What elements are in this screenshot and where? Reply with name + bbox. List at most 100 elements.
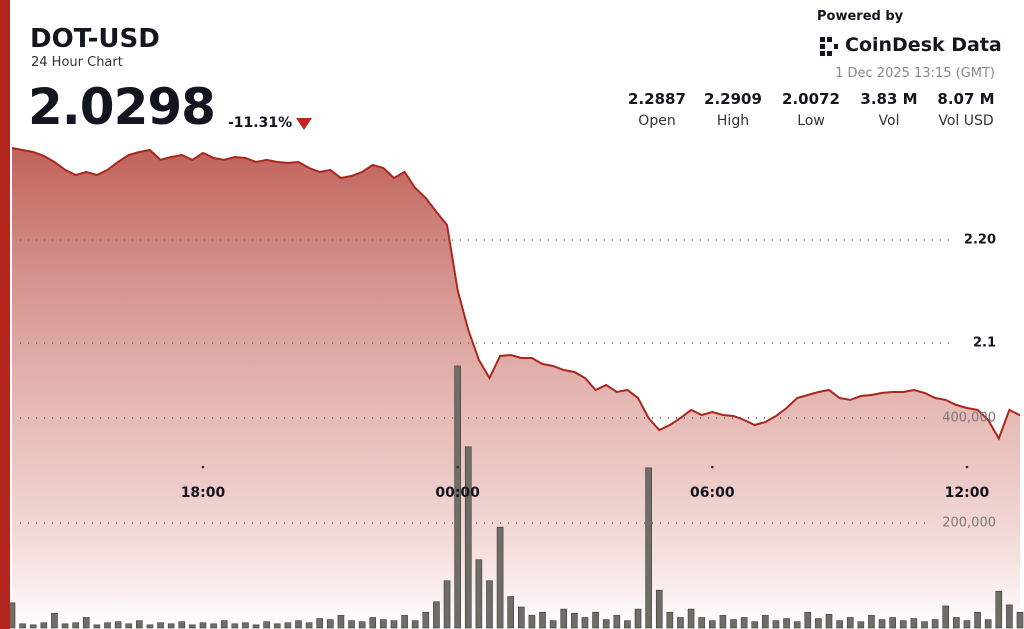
volume-bar xyxy=(72,622,79,629)
volume-bar xyxy=(114,621,122,629)
volume-bar xyxy=(29,624,37,629)
stat-value: 2.2909 xyxy=(704,90,762,108)
volume-bar xyxy=(82,617,90,629)
volume-bar xyxy=(1006,604,1013,629)
brand: CoinDesk Data xyxy=(845,34,1002,56)
volume-bar xyxy=(422,611,430,629)
stat-label: Vol xyxy=(878,113,900,129)
volume-bar xyxy=(401,615,408,629)
volume-bar xyxy=(93,624,101,629)
brand-logo xyxy=(820,37,838,56)
title: DOT-USD xyxy=(30,24,160,54)
stat-label: High xyxy=(716,113,750,129)
volume-bar xyxy=(571,612,578,629)
x-tick-label: 00:00 xyxy=(435,485,480,501)
volume-bar xyxy=(40,622,48,629)
volume-bar xyxy=(592,611,599,629)
volume-bar xyxy=(602,619,610,629)
volume-bar xyxy=(51,612,58,629)
volume-bar xyxy=(178,621,186,629)
volume-bar xyxy=(666,611,674,629)
volume-bar xyxy=(857,621,865,629)
x-tick-mark xyxy=(965,465,969,469)
volume-bar xyxy=(762,615,769,629)
x-tick-label: 06:00 xyxy=(690,485,735,501)
volume-bar xyxy=(136,620,143,629)
volume-bar xyxy=(380,619,387,629)
x-tick-mark xyxy=(456,465,459,469)
volume-bar xyxy=(189,624,196,629)
volume-bar xyxy=(751,621,759,629)
volume-bar xyxy=(655,589,663,629)
volume-bar xyxy=(613,615,621,629)
volume-bar xyxy=(921,621,928,629)
volume-bar xyxy=(454,365,461,629)
stat: 2.2909 High xyxy=(688,90,778,129)
volume-bar xyxy=(836,620,843,629)
volume-bar xyxy=(210,623,217,629)
volume-bar xyxy=(549,620,557,629)
volume-bar xyxy=(337,615,345,629)
volume-bar xyxy=(539,611,546,629)
volume-bar xyxy=(146,624,154,629)
volume-bar xyxy=(974,611,981,629)
price: 2.0298 xyxy=(28,78,216,136)
volume-bar xyxy=(910,618,918,629)
volume-bar xyxy=(687,608,695,629)
volume-bar xyxy=(316,618,324,629)
volume-bar xyxy=(730,619,737,629)
volume-bar xyxy=(889,617,896,629)
volume-bar xyxy=(475,559,483,629)
volume-bar xyxy=(624,620,631,629)
x-tick-label: 12:00 xyxy=(945,485,990,501)
volume-bar xyxy=(295,620,302,629)
volume-bar xyxy=(698,617,705,629)
stat-label: Vol USD xyxy=(938,113,994,129)
volume-bar xyxy=(358,621,366,629)
volume-bar xyxy=(167,623,175,629)
volume-bar xyxy=(931,619,939,629)
price-line xyxy=(11,147,1021,441)
volume-bar xyxy=(677,617,684,629)
timestamp: 1 Dec 2025 13:15 (GMT) xyxy=(835,66,995,81)
volume-bar xyxy=(199,622,207,629)
volume-bar xyxy=(464,446,472,629)
volume-bar xyxy=(953,617,960,629)
volume-bar xyxy=(942,605,950,629)
y-tick-label: 2.20 xyxy=(964,232,996,247)
volume-bar xyxy=(634,608,642,629)
volume-bar xyxy=(878,619,886,629)
volume-bar xyxy=(231,623,239,629)
volume-bar xyxy=(804,611,812,629)
volume-bar xyxy=(899,620,907,629)
volume-bar xyxy=(284,622,292,629)
volume-bar xyxy=(518,606,525,629)
volume-bar xyxy=(708,620,716,629)
volume-bar xyxy=(486,580,493,629)
stat-label: Open xyxy=(638,113,676,129)
volume-bar xyxy=(157,622,164,629)
volume-bar xyxy=(104,622,111,629)
volume-bar xyxy=(560,608,568,629)
volume-bar xyxy=(793,621,801,629)
volume-bar xyxy=(581,617,589,629)
y-tick-label: 2.1 xyxy=(973,335,996,350)
volume-bar xyxy=(783,618,790,629)
volume-bar xyxy=(815,618,822,629)
change: -11.31% xyxy=(228,115,293,131)
volume-bar xyxy=(868,615,875,629)
price-area xyxy=(12,148,1020,628)
volume-bar xyxy=(645,467,652,629)
volume-bar xyxy=(963,620,971,629)
accent-stripe xyxy=(0,0,10,629)
stat-value: 8.07 M xyxy=(937,90,995,108)
stat: 2.2887 Open xyxy=(612,90,702,129)
y2-tick-label: 200,000 xyxy=(942,515,996,530)
stat: 3.83 M Vol xyxy=(844,90,934,129)
volume-bar xyxy=(772,620,780,629)
volume-bar xyxy=(528,615,536,629)
x-tick-label: 18:00 xyxy=(181,485,226,501)
volume-bar xyxy=(220,620,228,629)
